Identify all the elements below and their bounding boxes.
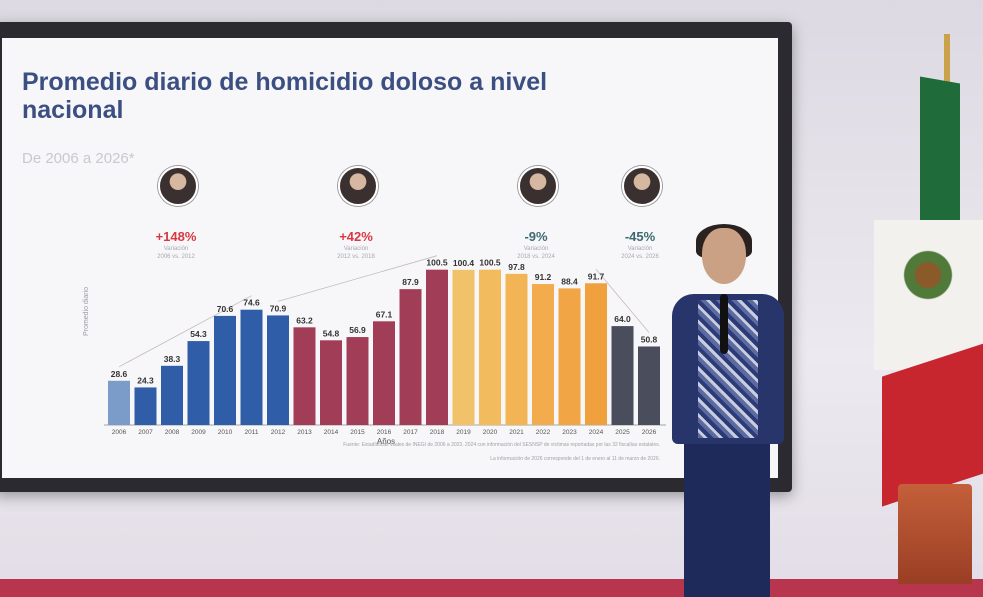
stage-floor [0,579,983,597]
homicide-bar-chart: Promedio diario Años 28.6 2006 24.3 2007 38.… [83,255,666,446]
microphone-icon [720,294,728,354]
bar-2013 [293,327,316,425]
bar-2024 [585,283,607,425]
president-portrait-2 [338,166,378,206]
slide-title: Promedio diario de homicidio doloso a ni… [22,68,548,124]
x-axis-label: Años [377,437,395,446]
bar-value-label: 67.1 [376,309,393,319]
x-tick-label: 2017 [403,429,418,436]
trend-line-1 [118,295,252,368]
period-3-range: 2018 vs. 2024 [517,254,555,260]
bar-2012 [267,315,289,425]
x-tick-label: 2010 [218,429,233,436]
x-tick-label: 2026 [642,429,657,436]
bar-value-label: 54.8 [323,328,340,338]
bar-value-label: 63.2 [296,315,313,325]
bar-value-label: 88.4 [561,276,578,286]
mexican-flag [874,76,983,510]
bar-value-label: 56.9 [349,325,366,335]
bar-2006 [108,380,130,425]
slide-subtitle: De 2006 a 2026* [22,150,135,167]
trend-line-2 [277,255,438,302]
period-4-sublabel: Variación [627,246,653,252]
period-3-variation: -9% [524,229,548,244]
x-tick-label: 2021 [509,429,524,436]
bar-value-label: 54.3 [190,329,207,339]
y-axis-label: Promedio diario [83,287,90,336]
x-tick-label: 2025 [615,429,630,436]
bar-value-label: 50.8 [641,334,658,344]
bar-value-label: 70.6 [217,304,234,314]
x-tick-label: 2015 [350,429,365,436]
x-tick-label: 2014 [324,429,339,436]
bar-value-label: 91.2 [535,272,552,282]
bar-2009 [187,341,210,425]
period-4-variation: -45% [624,229,656,244]
eagle-emblem-icon [898,245,958,305]
x-tick-label: 2013 [297,429,312,436]
period-4-range: 2024 vs. 2026 [621,254,659,260]
x-tick-label: 2018 [430,429,445,436]
bar-2019 [452,269,475,425]
bar-2023 [558,288,581,425]
bar-2022 [532,284,554,425]
x-tick-label: 2011 [245,429,259,436]
bar-2014 [320,340,342,425]
president-portrait-3 [518,166,558,206]
bar-value-label: 70.9 [270,303,287,313]
president-portrait-1 [158,166,198,206]
x-tick-label: 2020 [483,429,498,436]
president-portrait-4 [622,166,662,206]
bar-2011 [240,309,263,425]
bar-value-label: 100.5 [479,258,501,268]
bar-2016 [373,321,395,425]
bar-value-label: 24.3 [137,375,154,385]
bar-2026 [638,346,660,425]
footnote-line-1: Fuente: Estadísticas vitales de INEGI de… [343,442,660,448]
x-tick-label: 2024 [589,429,604,436]
bar-value-label: 64.0 [614,314,631,324]
bar-2018 [426,269,448,425]
x-tick-label: 2007 [138,429,153,436]
x-tick-label: 2006 [112,429,127,436]
x-tick-label: 2009 [191,429,206,436]
bar-2025 [611,326,634,425]
period-2-variation: +42% [339,229,373,244]
bar-value-label: 100.4 [453,258,475,268]
bar-2010 [214,315,236,425]
bar-value-label: 74.6 [243,298,260,308]
bar-value-label: 97.8 [508,262,525,272]
period-2-range: 2012 vs. 2018 [337,254,375,260]
bar-2015 [346,337,369,425]
period-2-sublabel: Variación [343,246,369,252]
flag-pedestal [898,484,972,584]
x-tick-label: 2008 [165,429,180,436]
display-monitor: Promedio diario de homicidio doloso a ni… [0,22,792,492]
bar-2021 [505,273,528,425]
period-3-sublabel: Variación [523,246,549,252]
footnote-line-2: La información de 2026 corresponde del 1… [490,456,660,462]
trend-line-3 [595,269,650,333]
period-1-range: 2006 vs. 2012 [157,254,195,260]
bar-value-label: 100.5 [426,258,448,268]
x-tick-label: 2023 [562,429,577,436]
x-tick-label: 2019 [456,429,471,436]
x-tick-label: 2016 [377,429,392,436]
period-1-variation: +148% [155,229,197,244]
speaker [662,224,794,597]
bar-value-label: 28.6 [111,369,128,379]
x-tick-label: 2012 [271,429,286,436]
x-tick-label: 2022 [536,429,551,436]
bar-value-label: 87.9 [402,277,419,287]
bar-2017 [399,289,422,425]
period-1-sublabel: Variación [163,246,189,252]
slide: Promedio diario de homicidio doloso a ni… [2,38,778,478]
bar-2020 [479,269,501,425]
bar-value-label: 91.7 [588,271,605,281]
bar-2008 [161,365,183,425]
bar-value-label: 38.3 [164,354,181,364]
bar-2007 [134,387,157,425]
